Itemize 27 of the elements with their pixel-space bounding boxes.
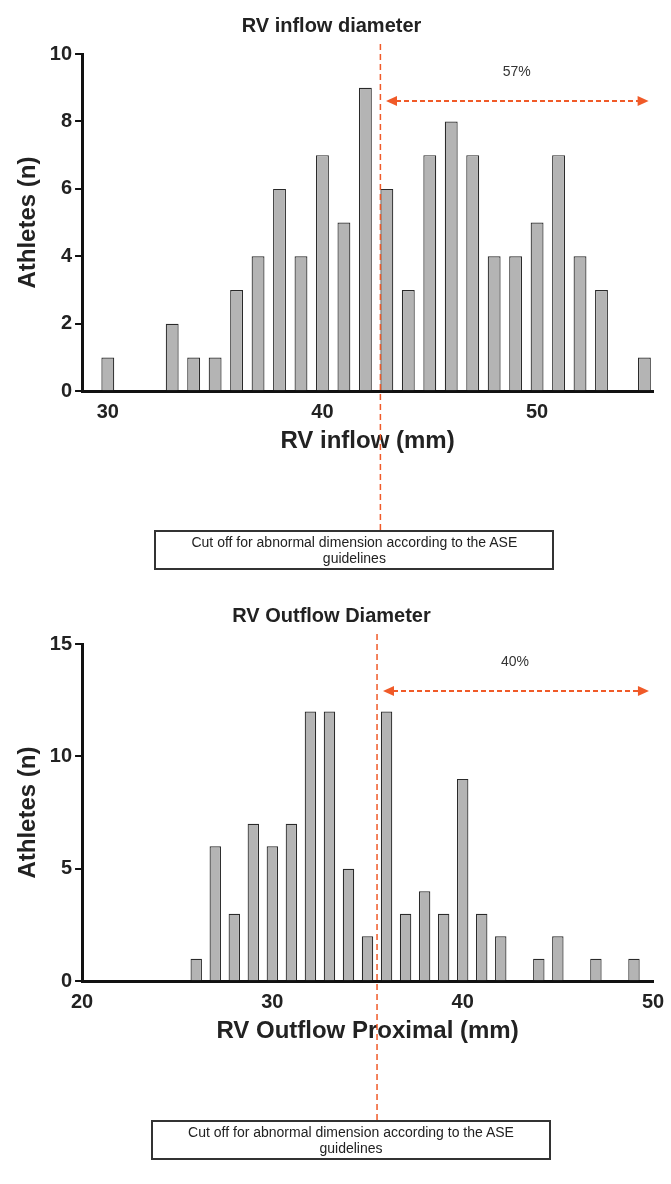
y-tick-label: 2 — [60, 311, 73, 334]
x-tick-label: 40 — [311, 399, 334, 422]
y-tick-label: 8 — [60, 108, 73, 131]
x-tick-label: 30 — [96, 399, 119, 422]
y-tick-label: 10 — [49, 41, 73, 64]
x-tick-label: 20 — [70, 989, 94, 1012]
ref-line-label: Cut off for abnormal dimension according to the ASE guidelines — [154, 530, 555, 570]
annotation: 57% — [502, 63, 531, 80]
chart-title: RV inflow diameter — [241, 13, 422, 36]
y-tick-label: 10 — [49, 743, 73, 766]
y-tick-label: 0 — [60, 378, 73, 401]
x-tick-label: 40 — [451, 989, 474, 1012]
x-axis-title: RV Outflow Proximal (mm) — [216, 1016, 519, 1044]
y-tick-label: 0 — [60, 968, 73, 991]
x-axis-title: RV inflow (mm) — [280, 426, 455, 454]
y-axis-title: Athletes (n) — [13, 156, 41, 289]
x-tick-label: 50 — [641, 989, 665, 1012]
annotation: 40% — [501, 653, 530, 670]
x-tick-label: 50 — [525, 399, 549, 422]
chart-title: RV Outflow Diameter — [232, 603, 431, 626]
y-tick-label: 4 — [60, 243, 73, 266]
ref-line-label: Cut off for abnormal dimension according to the ASE guidelines — [151, 1120, 552, 1160]
y-tick-label: 15 — [49, 631, 73, 654]
y-axis-title: Athletes (n) — [13, 746, 41, 879]
y-tick-label: 5 — [60, 856, 73, 879]
x-tick-label: 30 — [261, 989, 284, 1012]
y-tick-label: 6 — [60, 176, 73, 199]
